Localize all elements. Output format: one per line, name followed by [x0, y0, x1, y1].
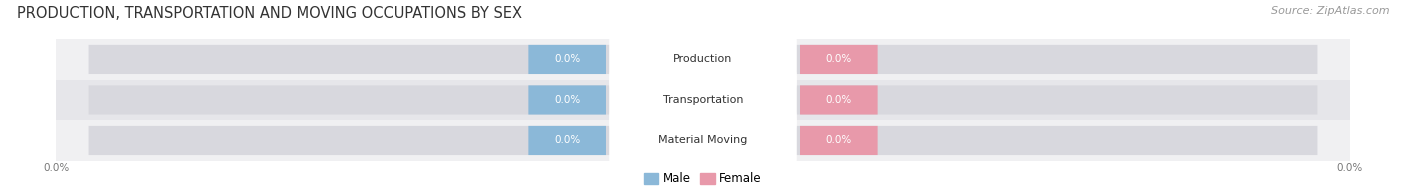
Text: 0.0%: 0.0%	[554, 95, 581, 105]
Text: Material Moving: Material Moving	[658, 135, 748, 145]
FancyBboxPatch shape	[800, 126, 877, 155]
FancyBboxPatch shape	[609, 25, 797, 94]
Bar	[56, 80, 1350, 120]
FancyBboxPatch shape	[609, 65, 797, 135]
FancyBboxPatch shape	[800, 85, 877, 114]
FancyBboxPatch shape	[89, 45, 1317, 74]
Legend: Male, Female: Male, Female	[640, 168, 766, 190]
Text: Source: ZipAtlas.com: Source: ZipAtlas.com	[1271, 6, 1389, 16]
Bar	[56, 120, 1350, 161]
Text: 0.0%: 0.0%	[825, 135, 852, 145]
FancyBboxPatch shape	[529, 85, 606, 114]
Text: 0.0%: 0.0%	[554, 54, 581, 64]
FancyBboxPatch shape	[89, 85, 1317, 114]
Text: Transportation: Transportation	[662, 95, 744, 105]
Text: 0.0%: 0.0%	[554, 135, 581, 145]
FancyBboxPatch shape	[800, 45, 877, 74]
FancyBboxPatch shape	[89, 126, 1317, 155]
FancyBboxPatch shape	[609, 106, 797, 175]
Text: 0.0%: 0.0%	[825, 95, 852, 105]
FancyBboxPatch shape	[529, 45, 606, 74]
Text: Production: Production	[673, 54, 733, 64]
Bar	[56, 39, 1350, 80]
Text: PRODUCTION, TRANSPORTATION AND MOVING OCCUPATIONS BY SEX: PRODUCTION, TRANSPORTATION AND MOVING OC…	[17, 6, 522, 21]
Text: 0.0%: 0.0%	[825, 54, 852, 64]
FancyBboxPatch shape	[529, 126, 606, 155]
